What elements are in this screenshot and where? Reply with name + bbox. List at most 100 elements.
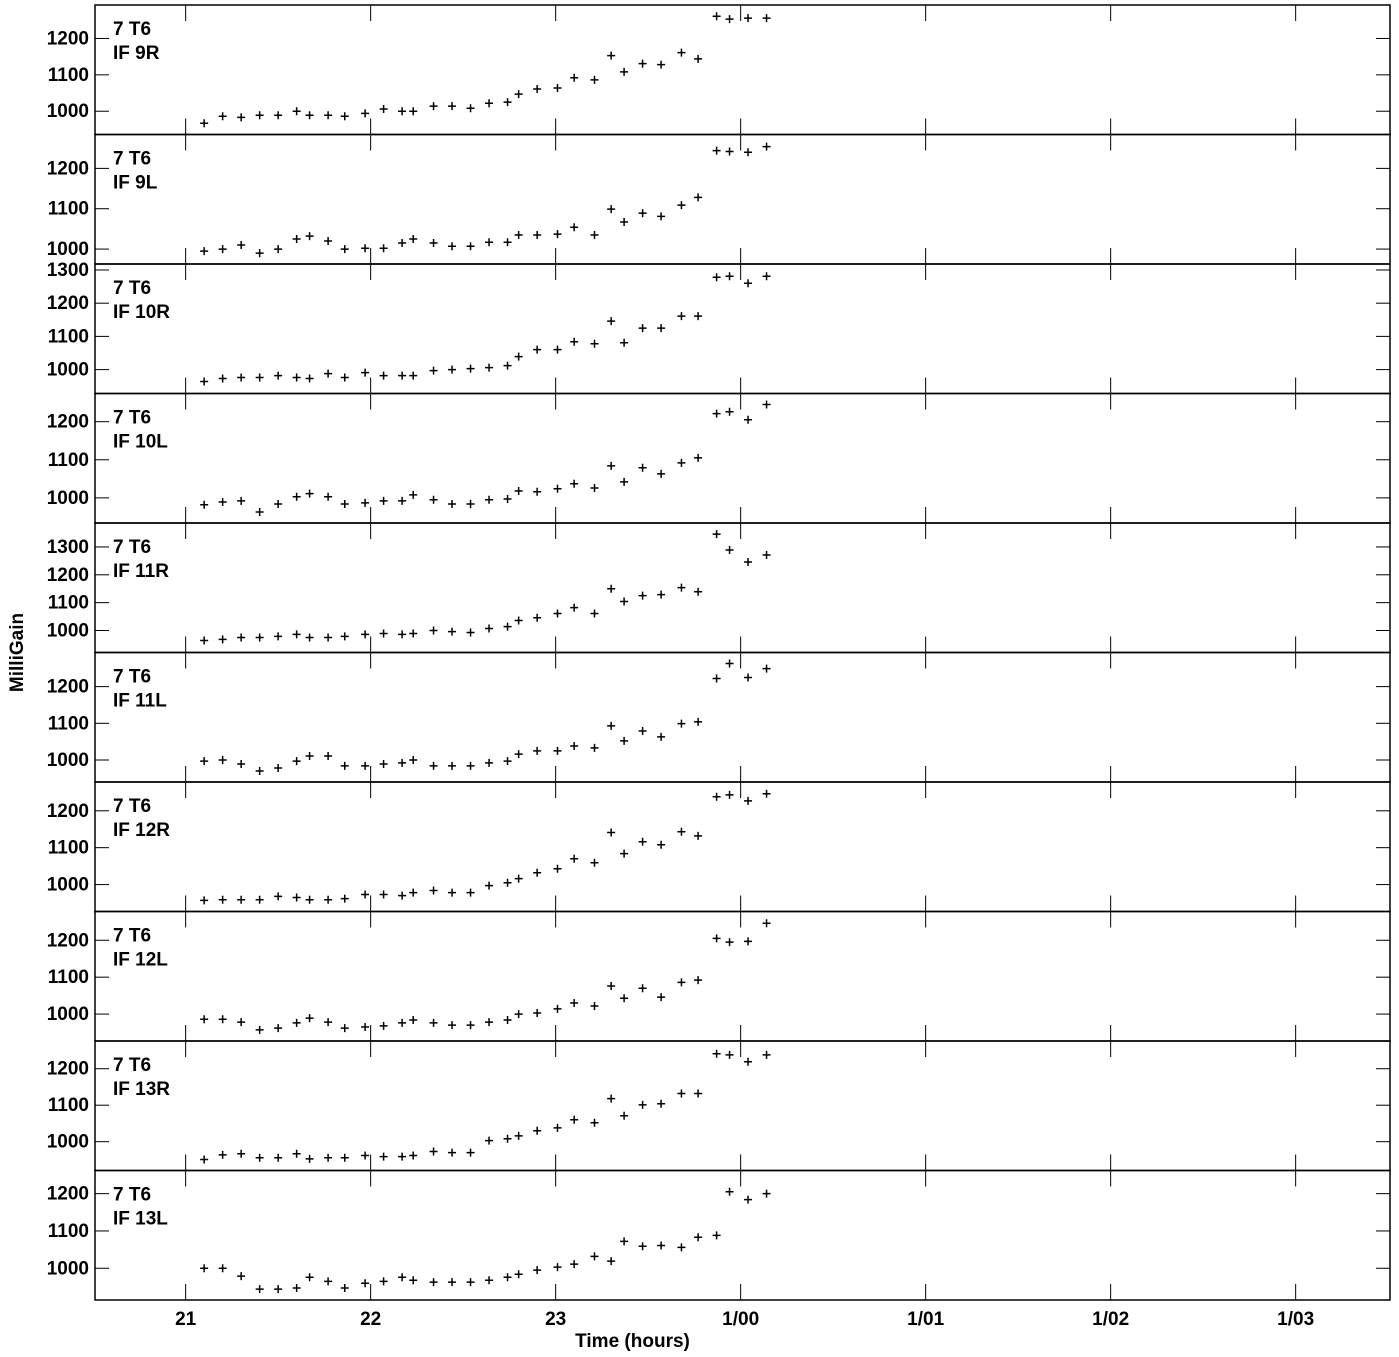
marker bbox=[448, 627, 457, 636]
marker bbox=[292, 1018, 301, 1027]
marker bbox=[533, 85, 542, 94]
marker bbox=[274, 764, 283, 773]
marker bbox=[607, 461, 616, 470]
marker bbox=[379, 496, 388, 505]
marker bbox=[503, 1015, 512, 1024]
marker bbox=[429, 886, 438, 895]
marker bbox=[409, 1151, 418, 1160]
marker bbox=[677, 719, 686, 728]
y-tick-label: 1000 bbox=[47, 750, 89, 771]
annotation: IF 10R bbox=[113, 302, 170, 323]
marker bbox=[694, 54, 703, 63]
marker bbox=[237, 113, 246, 122]
marker bbox=[340, 373, 349, 382]
y-tick-label: 1200 bbox=[47, 565, 89, 586]
marker bbox=[514, 1270, 523, 1279]
marker bbox=[620, 1237, 629, 1246]
marker bbox=[255, 507, 264, 516]
marker bbox=[553, 1123, 562, 1132]
marker bbox=[638, 59, 647, 68]
marker bbox=[466, 888, 475, 897]
marker bbox=[255, 111, 264, 120]
marker bbox=[218, 112, 227, 121]
marker bbox=[744, 14, 753, 23]
marker bbox=[398, 107, 407, 116]
y-tick-label: 1100 bbox=[48, 713, 89, 734]
marker bbox=[466, 364, 475, 373]
marker bbox=[533, 1008, 542, 1017]
marker bbox=[340, 632, 349, 641]
marker bbox=[255, 249, 264, 258]
marker bbox=[744, 1057, 753, 1066]
marker bbox=[361, 244, 370, 253]
marker bbox=[503, 238, 512, 247]
marker bbox=[466, 1021, 475, 1030]
marker bbox=[305, 232, 314, 241]
marker bbox=[694, 1233, 703, 1242]
panel-frame bbox=[94, 910, 1391, 1042]
y-tick-label: 1000 bbox=[47, 239, 89, 260]
marker bbox=[533, 487, 542, 496]
marker bbox=[409, 107, 418, 116]
marker bbox=[218, 1015, 227, 1024]
marker bbox=[361, 630, 370, 639]
marker bbox=[305, 1273, 314, 1282]
marker bbox=[485, 238, 494, 247]
marker bbox=[324, 237, 333, 246]
annotation: IF 13L bbox=[113, 1209, 168, 1230]
marker bbox=[255, 1285, 264, 1294]
marker bbox=[340, 245, 349, 254]
marker bbox=[620, 849, 629, 858]
marker bbox=[218, 895, 227, 904]
marker bbox=[379, 1152, 388, 1161]
marker bbox=[694, 976, 703, 985]
marker bbox=[466, 104, 475, 113]
marker bbox=[409, 234, 418, 243]
panel-frame bbox=[94, 392, 1391, 524]
marker bbox=[533, 230, 542, 239]
marker bbox=[657, 590, 666, 599]
marker bbox=[398, 371, 407, 380]
y-tick-label: 1000 bbox=[47, 1258, 89, 1279]
marker bbox=[657, 1099, 666, 1108]
marker bbox=[324, 633, 333, 642]
annotation: IF 13R bbox=[113, 1079, 170, 1100]
marker bbox=[398, 891, 407, 900]
marker bbox=[340, 1024, 349, 1033]
marker bbox=[429, 102, 438, 111]
marker bbox=[607, 205, 616, 214]
marker bbox=[677, 1243, 686, 1252]
marker bbox=[485, 1018, 494, 1027]
marker bbox=[361, 1022, 370, 1031]
panel-frame bbox=[94, 1169, 1391, 1301]
marker bbox=[409, 1276, 418, 1285]
annotation: IF 12R bbox=[113, 820, 170, 841]
marker bbox=[379, 1277, 388, 1286]
marker bbox=[570, 998, 579, 1007]
marker bbox=[590, 1118, 599, 1127]
marker bbox=[712, 12, 721, 21]
marker bbox=[200, 1015, 209, 1024]
marker bbox=[361, 761, 370, 770]
marker bbox=[409, 888, 418, 897]
marker bbox=[725, 790, 734, 799]
marker bbox=[607, 51, 616, 60]
marker bbox=[712, 674, 721, 683]
x-tick-label: 1/02 bbox=[1092, 1309, 1129, 1330]
marker bbox=[324, 1277, 333, 1286]
annotation: 7 T6 bbox=[113, 537, 151, 558]
marker bbox=[712, 1049, 721, 1058]
marker bbox=[448, 242, 457, 251]
marker bbox=[448, 1148, 457, 1157]
marker bbox=[533, 345, 542, 354]
marker bbox=[725, 1050, 734, 1059]
marker bbox=[324, 492, 333, 501]
y-tick-label: 1000 bbox=[47, 360, 89, 381]
marker bbox=[274, 499, 283, 508]
y-tick-label: 1200 bbox=[47, 1184, 89, 1205]
marker bbox=[237, 895, 246, 904]
y-tick-label: 1200 bbox=[47, 677, 89, 698]
marker bbox=[448, 1278, 457, 1287]
marker bbox=[324, 1153, 333, 1162]
y-tick-label: 1100 bbox=[48, 450, 89, 471]
